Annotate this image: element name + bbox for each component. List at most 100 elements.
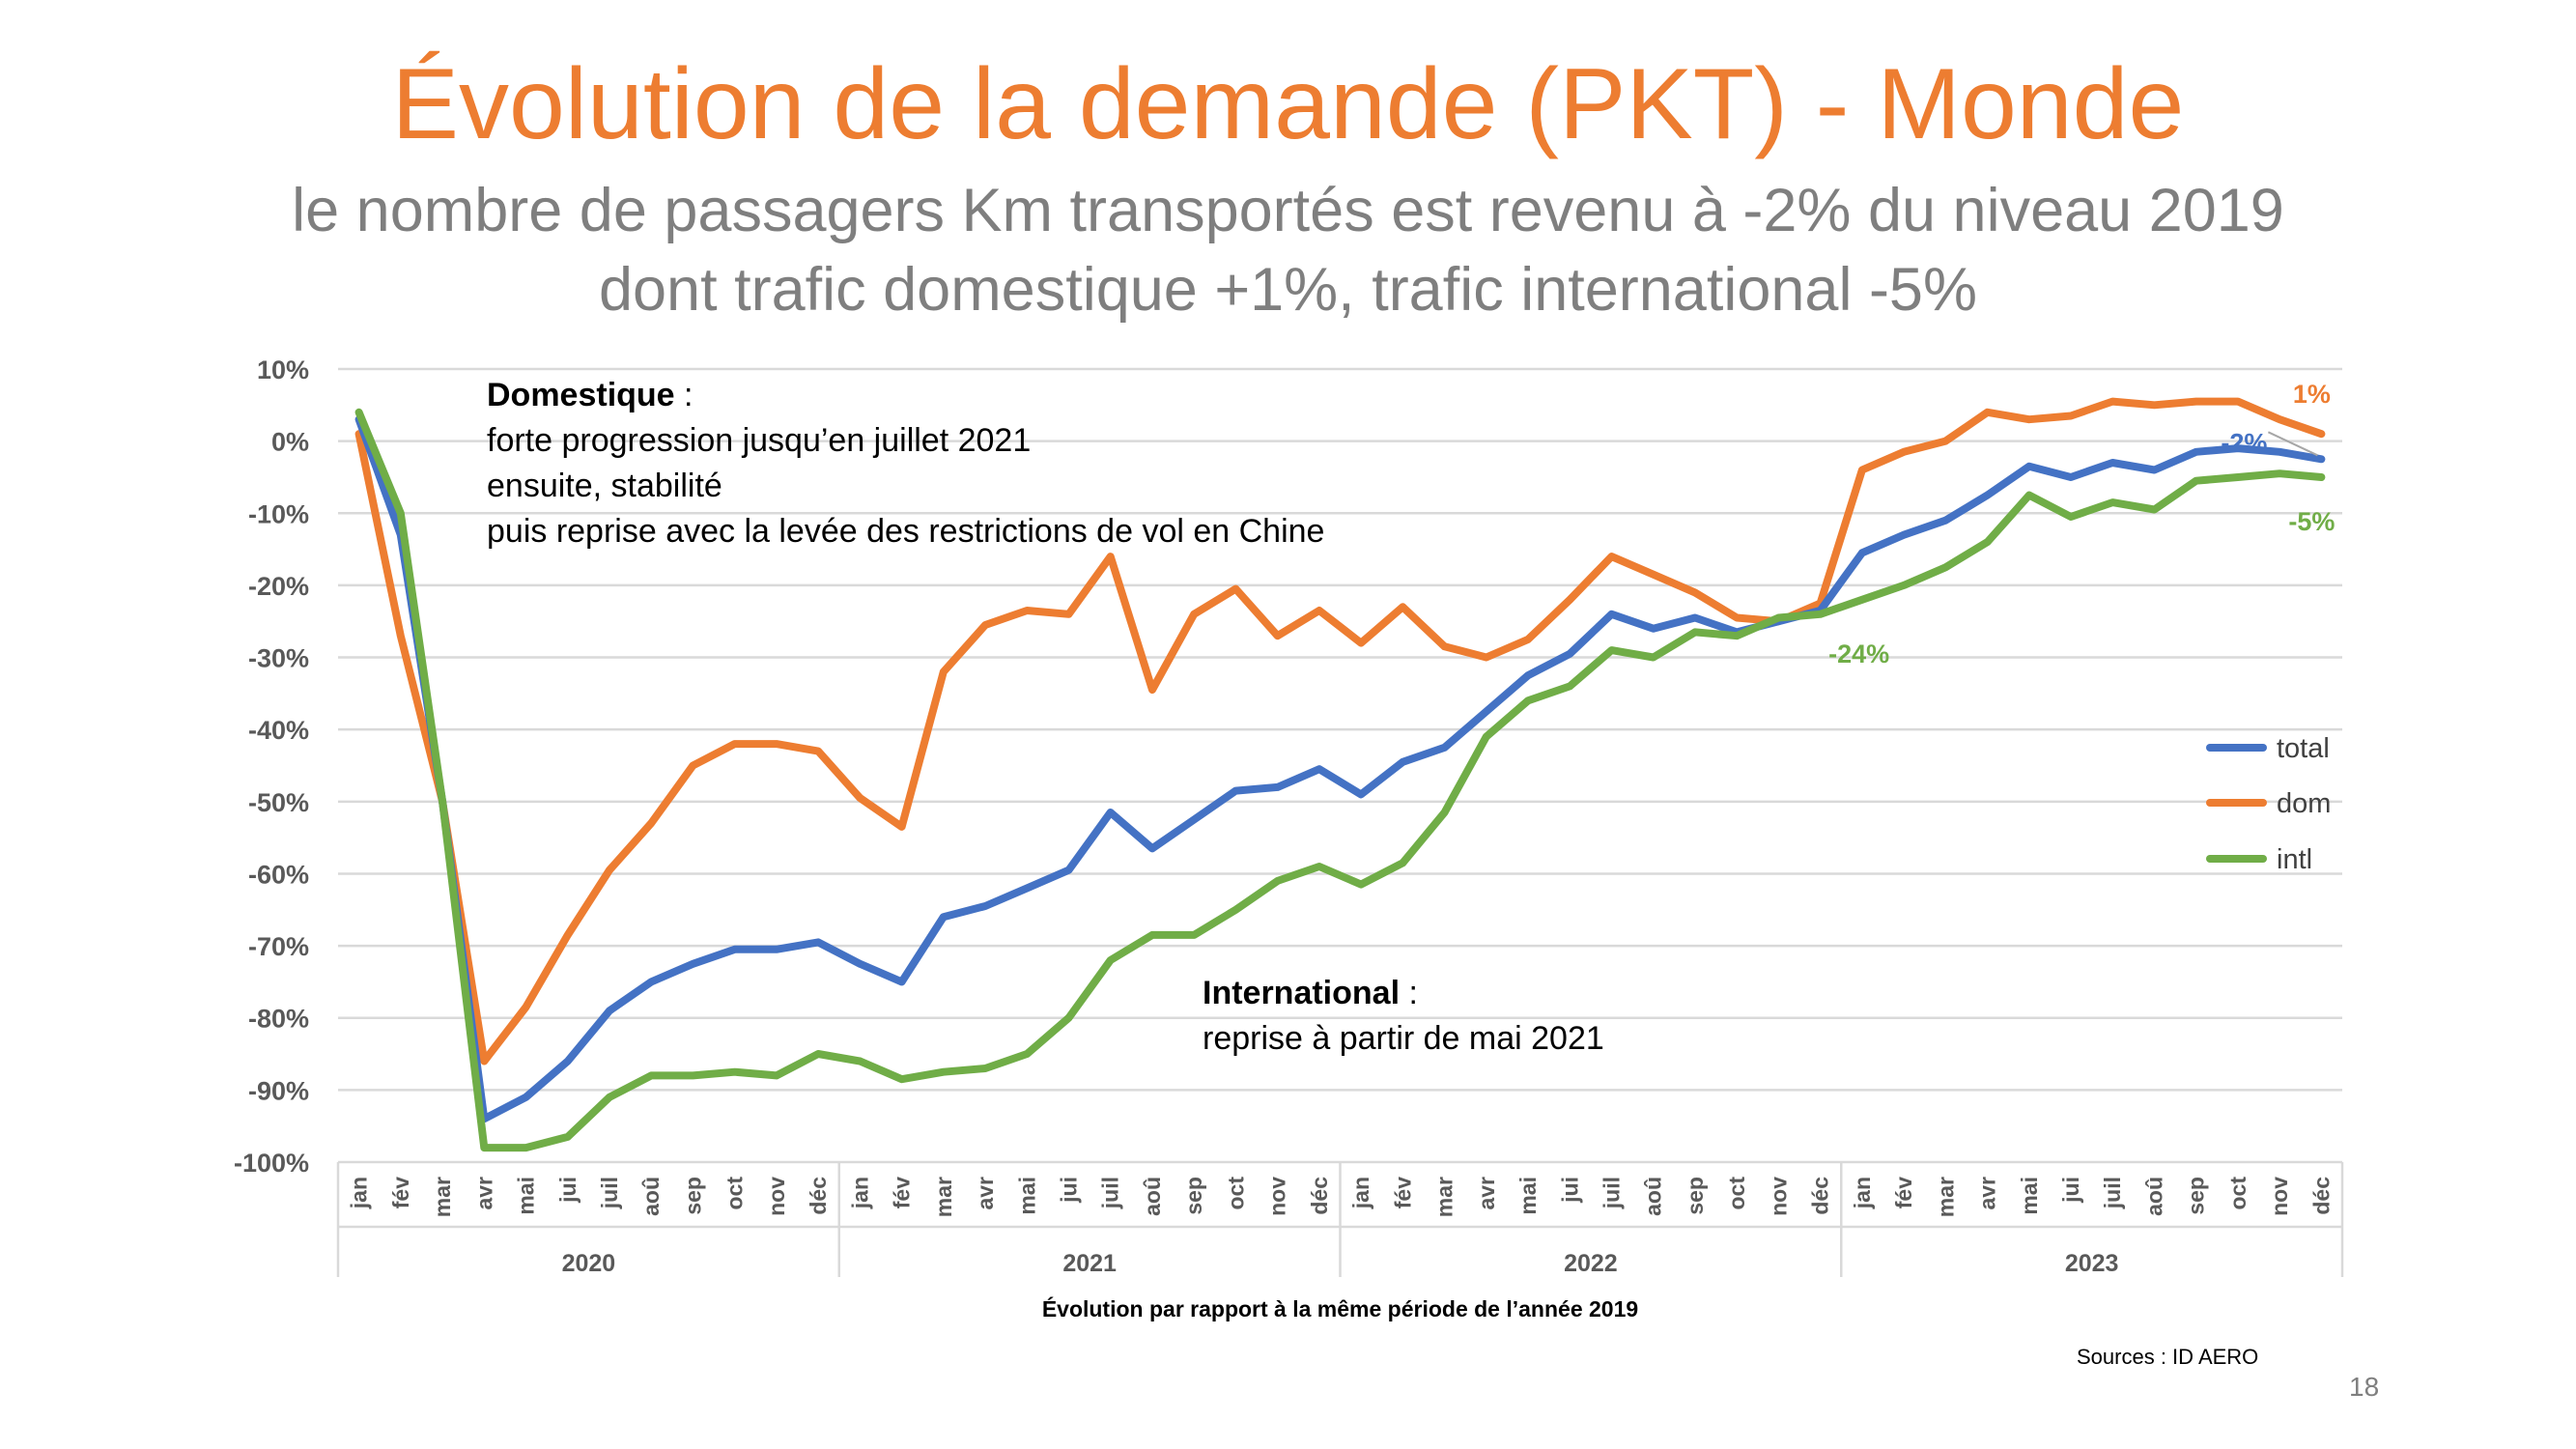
data-point-total [2277,448,2283,455]
data-point-total [1942,517,1949,524]
data-point-intl [439,798,446,805]
data-point-intl [2234,473,2241,480]
data-point-intl [648,1072,655,1079]
x-month-label: oct [2225,1177,2250,1210]
x-month-label: fév [388,1177,413,1208]
data-point-intl [2151,506,2158,513]
data-point-dom [1734,614,1741,621]
data-point-dom [564,931,571,938]
data-label-total: -2% [2221,428,2267,457]
data-point-dom [1984,409,1991,415]
x-month-label: déc [1808,1177,1833,1215]
data-point-dom [2068,412,2075,419]
data-point-dom [731,741,738,748]
data-point-dom [1650,571,1656,578]
data-point-intl [1274,877,1281,884]
data-point-intl [1191,931,1198,938]
data-point-intl [2318,473,2325,480]
data-point-dom [1483,654,1489,661]
subtitle-line-1: le nombre de passagers Km transportés es… [292,177,2284,244]
data-point-intl [1400,860,1406,867]
data-point-intl [2025,492,2032,498]
data-point-intl [1775,614,1782,621]
x-month-label: mai [1014,1177,1039,1215]
series-line-dom [354,397,2326,1065]
data-point-dom [397,633,404,639]
y-tick-label: -100% [234,1149,309,1178]
data-point-intl [731,1068,738,1075]
x-month-label: avr [1975,1177,2000,1210]
data-point-total [982,903,989,910]
data-point-dom [690,762,696,769]
data-point-dom [1901,448,1908,455]
data-point-dom [2234,398,2241,405]
x-month-label: jan [1850,1177,1875,1209]
data-point-intl [1483,733,1489,740]
data-point-dom [523,1004,529,1010]
data-point-dom [1567,596,1573,603]
data-point-total [606,1008,612,1014]
data-point-intl [1065,1014,1072,1021]
x-month-label: mai [2017,1177,2042,1215]
annotation-international-line: reprise à partir de mai 2021 [1203,1020,1604,1057]
data-point-intl [606,1094,612,1100]
y-tick-label: -70% [248,932,309,961]
data-label-dom: 1% [2293,380,2331,409]
data-point-total [1858,550,1865,556]
x-month-label: mai [1515,1177,1541,1215]
data-point-dom [1441,643,1448,650]
y-tick-label: -10% [248,499,309,528]
data-point-dom [2025,416,2032,423]
x-month-label: aoû [1641,1177,1666,1216]
y-tick-label: 10% [257,355,309,384]
x-year-label: 2023 [2065,1250,2119,1277]
data-point-intl [1817,611,1824,617]
data-point-intl [1984,539,1991,546]
data-point-total [648,979,655,985]
legend-label-dom: dom [2277,788,2331,819]
data-point-dom [1148,687,1155,694]
data-point-intl [523,1145,529,1151]
x-month-label: sep [680,1177,705,1215]
x-month-label: déc [806,1177,831,1215]
data-point-dom [857,795,863,802]
data-point-dom [773,741,779,748]
data-point-dom [606,867,612,873]
data-point-total [523,1094,529,1100]
data-point-intl [2193,477,2199,484]
data-point-intl [898,1076,905,1083]
x-month-label: jui [1057,1177,1082,1204]
y-tick-label: 0% [271,428,309,457]
data-point-total [1274,783,1281,790]
data-point-total [2318,456,2325,463]
data-point-dom [1191,611,1198,617]
data-point-total [731,946,738,952]
data-point-total [1608,611,1615,617]
data-point-dom [481,1058,488,1065]
data-point-dom [1358,639,1365,646]
data-point-dom [815,748,822,754]
data-point-total [1400,758,1406,765]
data-point-total [815,939,822,946]
data-point-total [898,979,905,985]
data-point-dom [898,823,905,830]
data-point-total [1316,766,1322,773]
data-label-leader [2267,431,2318,457]
data-point-dom [2193,398,2199,405]
data-point-intl [1358,881,1365,888]
data-point-total [2068,473,2075,480]
x-month-label: aoû [1140,1177,1165,1216]
series-line-total [354,415,2326,1123]
data-point-intl [397,510,404,517]
legend-label-intl: intl [2277,844,2312,875]
data-point-dom [2109,398,2116,405]
data-point-dom [1691,589,1698,596]
x-month-label: fév [1390,1177,1415,1208]
data-point-intl [1525,697,1532,704]
data-point-total [1525,672,1532,679]
data-point-intl [982,1065,989,1071]
x-month-label: nov [1766,1177,1791,1216]
data-point-total [1441,744,1448,751]
data-point-intl [2277,470,2283,477]
